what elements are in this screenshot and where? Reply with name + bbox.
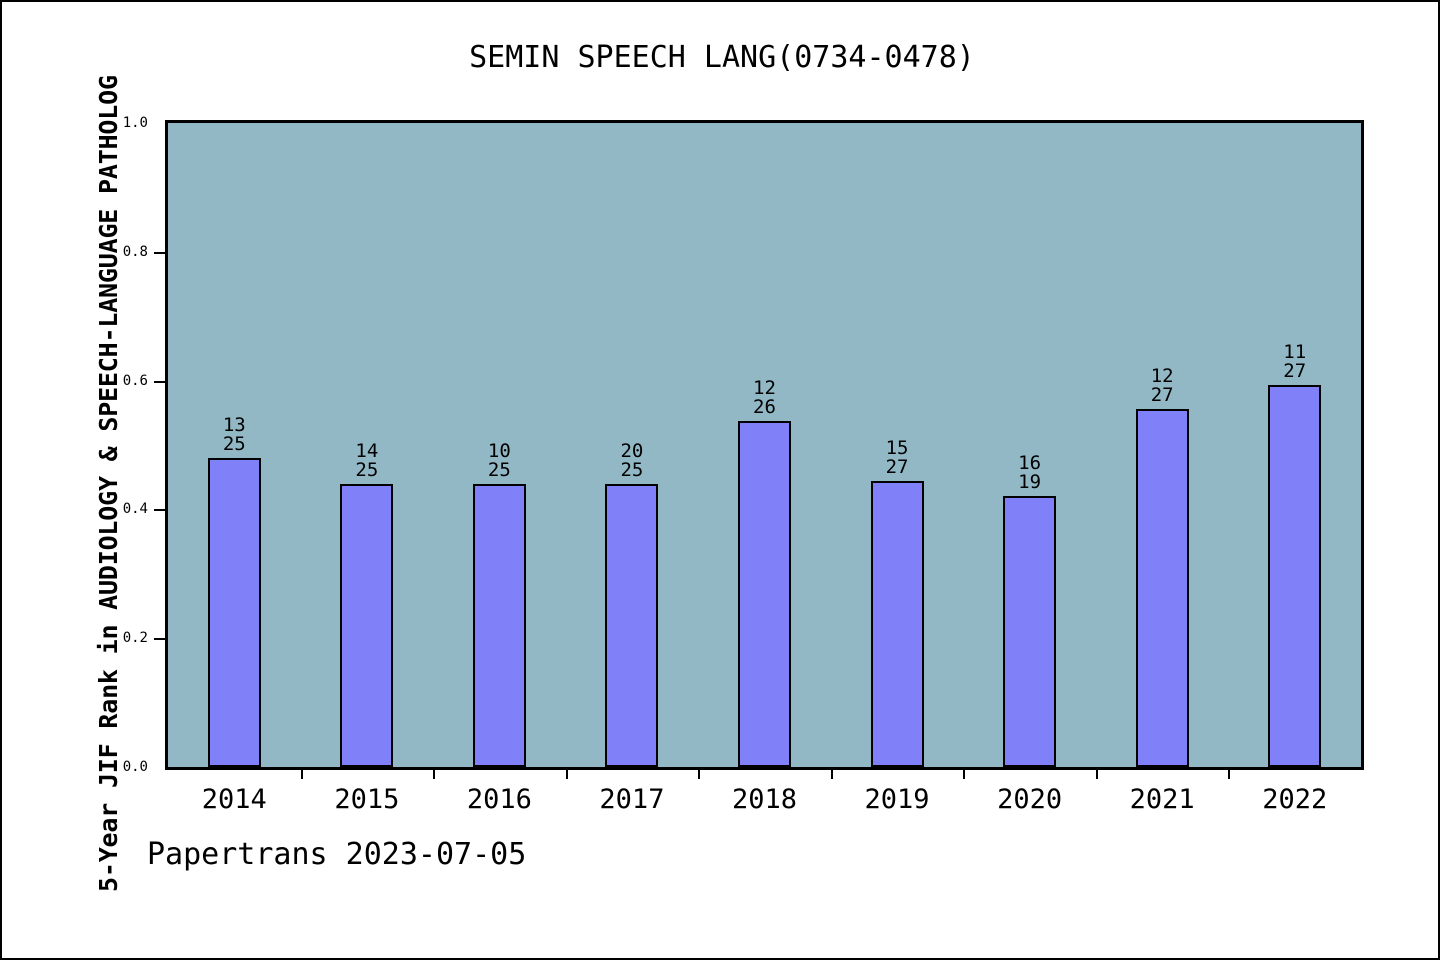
x-tick-label-2016: 2016: [466, 784, 532, 815]
y-tick-label: 0.8: [122, 243, 148, 260]
rank-numerator: 13: [222, 413, 246, 436]
y-tick-mark: [154, 509, 168, 512]
y-tick-mark: [154, 380, 168, 383]
rank-denominator: 27: [885, 456, 909, 479]
y-tick-label: 0.2: [122, 630, 148, 647]
rank-denominator: 25: [355, 458, 379, 481]
x-tick-label-2021: 2021: [1129, 784, 1195, 815]
rank-denominator: 25: [222, 432, 246, 455]
y-tick-mark: [154, 638, 168, 641]
rank-numerator: 12: [753, 376, 776, 399]
x-tick-label-2018: 2018: [731, 784, 798, 815]
bar-2021: [1135, 408, 1189, 767]
bar-2019: [870, 481, 924, 767]
x-tick-mark: [1095, 767, 1098, 779]
y-tick-label: 0.6: [122, 372, 148, 389]
bar-value-label-2021: 12 27: [1150, 364, 1174, 406]
rank-numerator: 12: [1150, 364, 1174, 387]
bar-2020: [1003, 495, 1057, 767]
x-tick-label-2015: 2015: [334, 784, 400, 815]
bar-value-label-2019: 15 27: [886, 439, 909, 477]
x-tick-label-2020: 2020: [997, 784, 1063, 815]
bar-2016: [472, 483, 526, 767]
rank-denominator: 26: [753, 395, 776, 418]
x-tick-label-2017: 2017: [599, 784, 665, 815]
caption-text: Papertrans 2023-07-05: [147, 837, 527, 872]
plot-area: 0.0 0.2 0.4 0.6 0.8 1.0 2014 2015 2016 2017 2018 2…: [123, 115, 1364, 815]
x-tick-mark: [565, 767, 568, 779]
y-tick-label: 0.4: [122, 501, 148, 518]
bar-2015: [340, 483, 394, 767]
rank-denominator: 25: [620, 458, 644, 481]
bar-value-label-2017: 20 25: [620, 439, 644, 481]
plot-inner: 0.0 0.2 0.4 0.6 0.8 1.0 2014 2015 2016 2017 2018 2…: [123, 115, 1361, 815]
bar-value-label-2020: 16 19: [1018, 451, 1042, 493]
bar-2014: [207, 457, 261, 767]
x-tick-mark: [830, 767, 833, 779]
y-tick-label: 1.0: [122, 115, 148, 131]
x-tick-label-2014: 2014: [201, 784, 267, 815]
bar-value-label-2016: 10 25: [487, 439, 511, 481]
bar-2018: [738, 420, 791, 767]
bar-value-label-2014: 13 25: [222, 413, 246, 455]
bar-value-label-2018: 12 26: [753, 376, 776, 418]
bar-value-label-2022: 11 27: [1283, 343, 1306, 381]
rank-denominator: 27: [1150, 383, 1174, 406]
y-tick-mark: [154, 251, 168, 254]
rank-numerator: 15: [885, 437, 909, 460]
rank-numerator: 20: [620, 439, 644, 462]
x-tick-mark: [698, 767, 701, 779]
bar-2017: [605, 483, 659, 767]
page-title: SEMIN SPEECH LANG(0734-0478): [469, 40, 975, 75]
rank-denominator: 19: [1018, 470, 1042, 493]
y-tick-label: 0.0: [122, 759, 148, 775]
rank-numerator: 10: [487, 439, 511, 462]
rank-numerator: 11: [1283, 341, 1307, 364]
x-tick-label-2019: 2019: [864, 784, 930, 815]
x-tick-mark: [433, 767, 436, 779]
bar-2022: [1268, 385, 1322, 767]
bar-value-label-2015: 14 25: [355, 439, 379, 481]
rank-numerator: 16: [1018, 451, 1042, 474]
x-tick-mark: [1228, 767, 1231, 779]
y-axis-label: 5-Year JIF Rank in AUDIOLOGY & SPEECH-LA…: [94, 75, 123, 892]
x-tick-label-2022: 2022: [1262, 784, 1328, 815]
rank-numerator: 14: [355, 439, 379, 462]
rank-denominator: 25: [487, 458, 511, 481]
x-tick-mark: [963, 767, 966, 779]
y-axis-label-container: 5-Year JIF Rank in AUDIOLOGY & SPEECH-LA…: [2, 2, 123, 902]
x-tick-mark: [300, 767, 303, 779]
rank-denominator: 27: [1283, 360, 1307, 383]
